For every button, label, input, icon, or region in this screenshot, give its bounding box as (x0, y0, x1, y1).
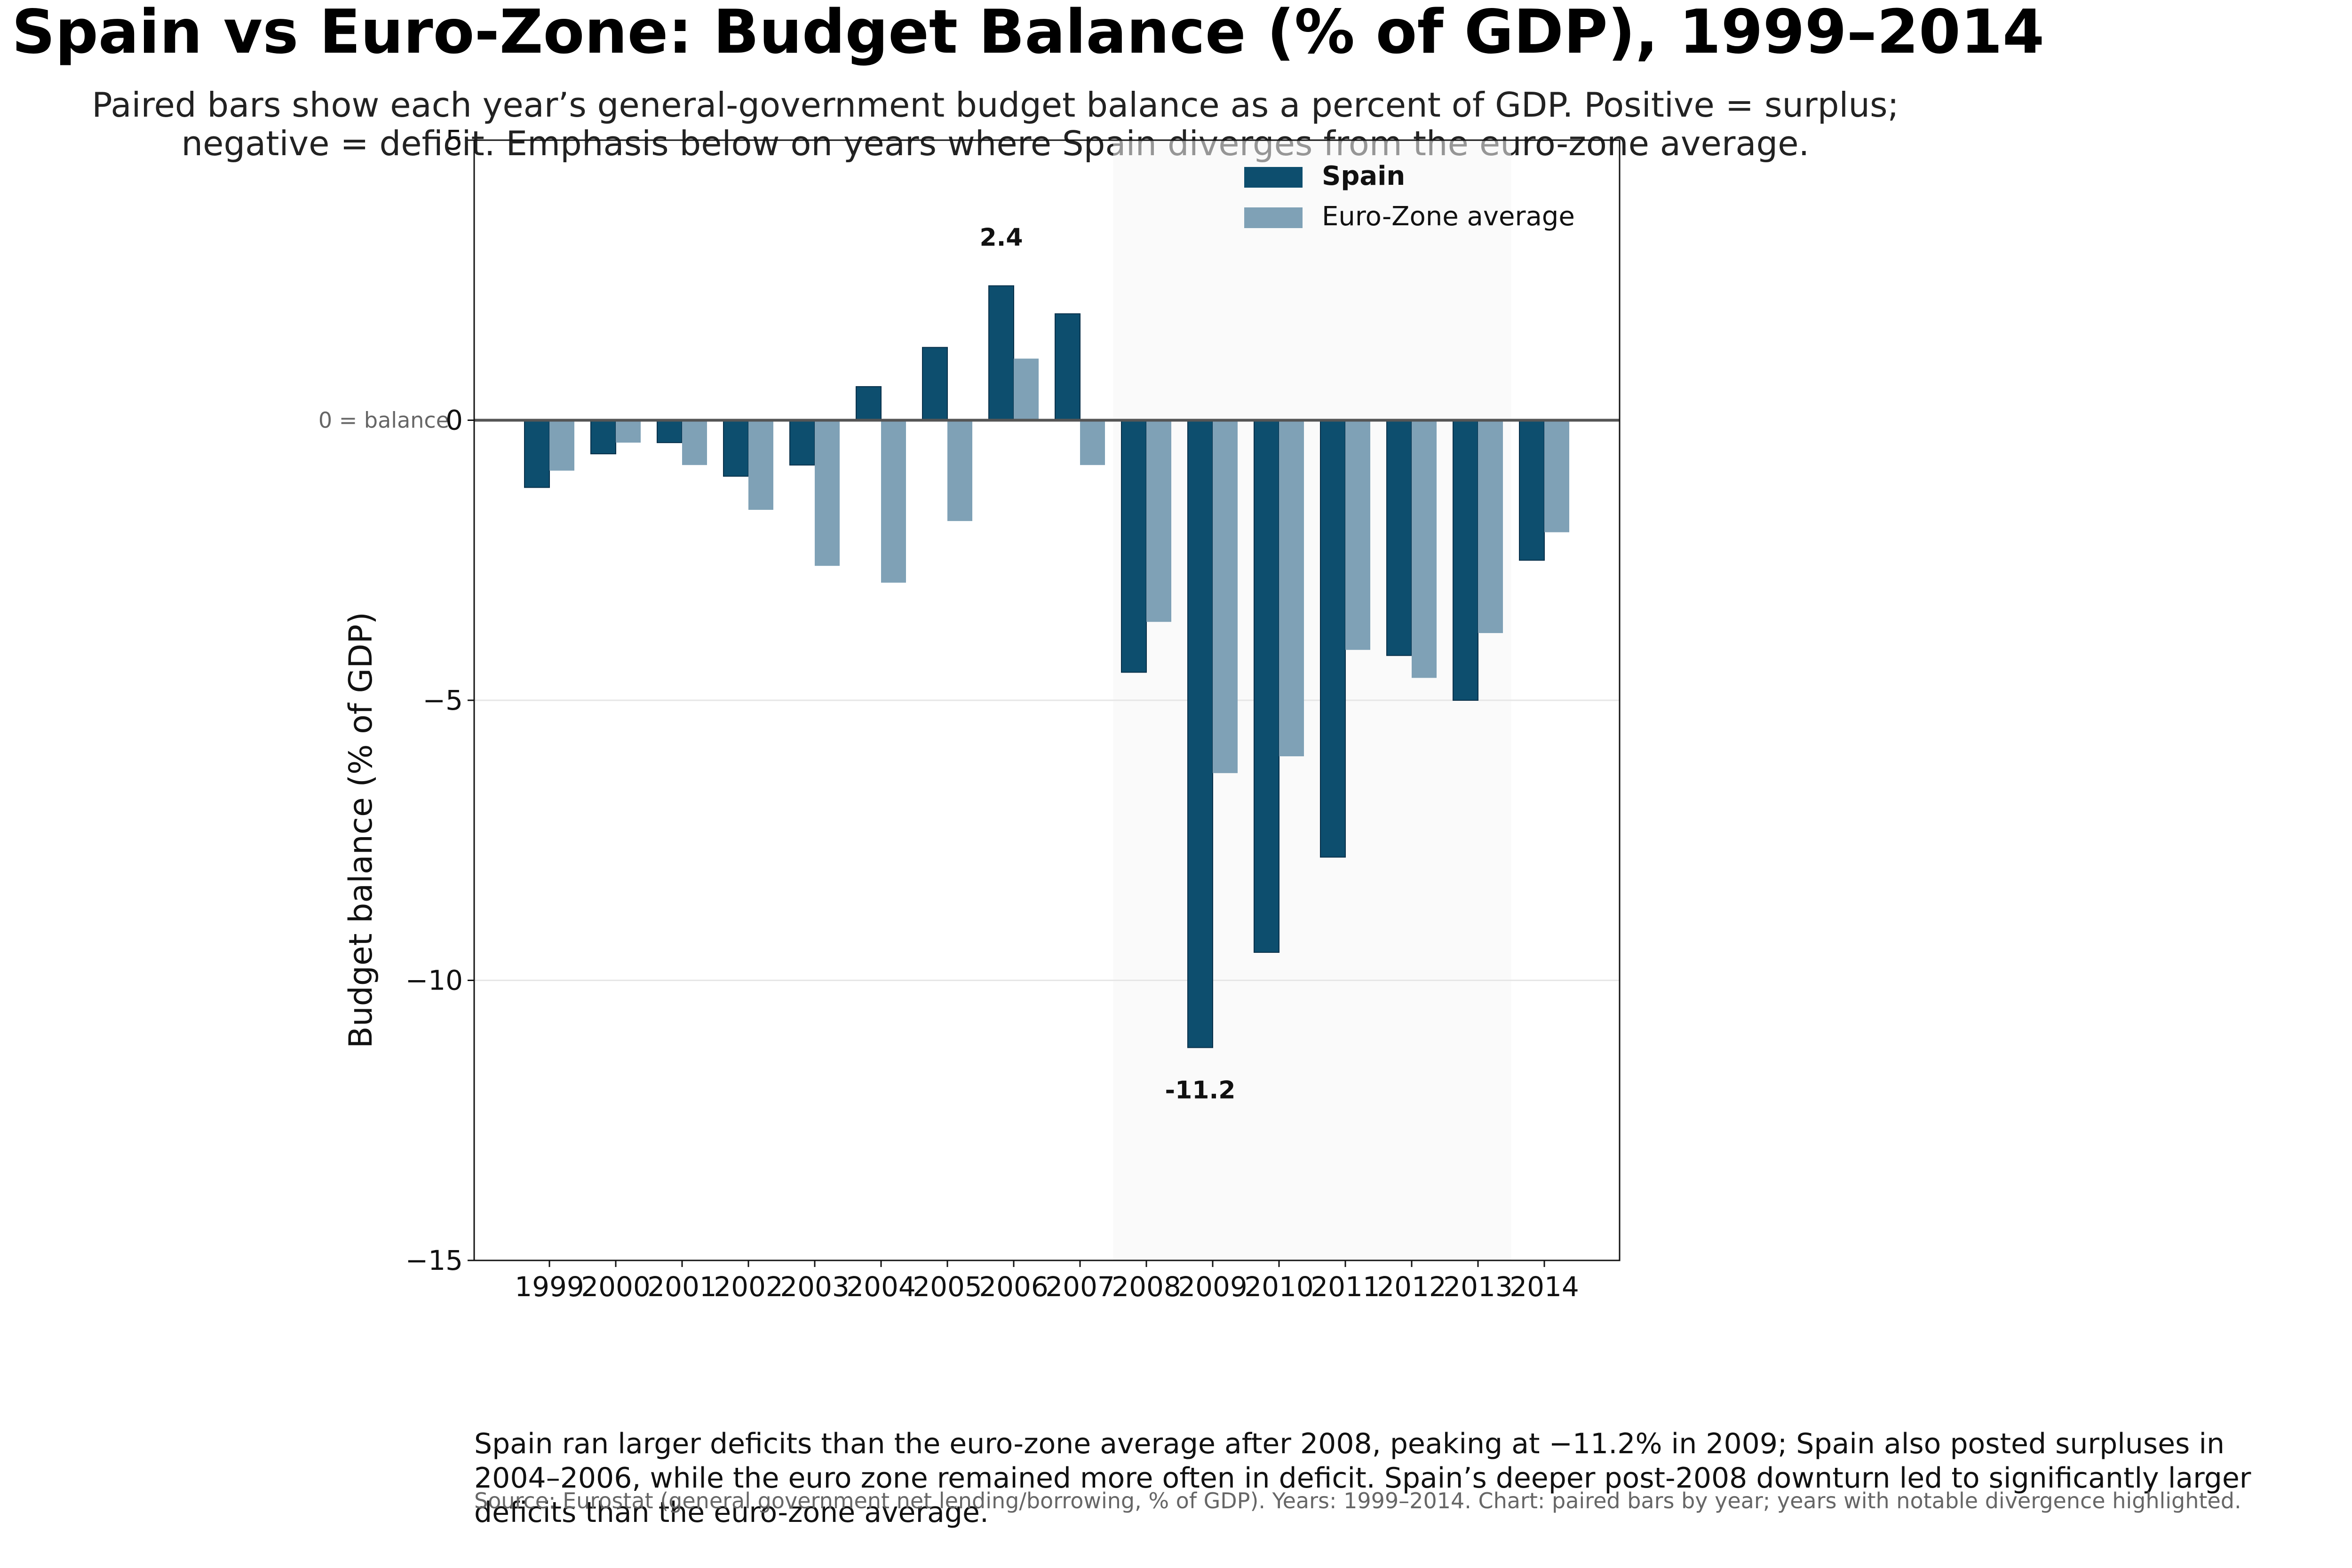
bar-spain (1121, 420, 1147, 673)
x-tick-label: 2011 (1311, 1271, 1380, 1303)
bar-spain (1055, 313, 1081, 421)
bar-eurozone (1014, 358, 1039, 420)
source-note: Source: Eurostat (general government net… (474, 1488, 2241, 1513)
x-tick-label: 2004 (846, 1271, 916, 1303)
bar-eurozone (1412, 420, 1437, 678)
bar-spain (789, 420, 815, 466)
legend-label: Euro-Zone average (1322, 201, 1575, 232)
bar-eurozone (1213, 420, 1238, 773)
bar-spain (856, 386, 882, 421)
bar-eurozone (682, 420, 707, 465)
caption-line-1: Spain ran larger deficits than the euro-… (474, 1427, 2225, 1460)
plot-area: 0 = balance−15−10−5051999200020012002200… (318, 124, 1621, 1303)
bar-spain (922, 347, 948, 421)
bar-spain (1254, 420, 1279, 953)
x-tick-label: 2000 (581, 1271, 651, 1303)
bar-spain (988, 285, 1014, 421)
x-tick-label: 2012 (1377, 1271, 1446, 1303)
bar-eurozone (1345, 420, 1370, 650)
bar-spain (657, 420, 683, 443)
x-tick-label: 2009 (1178, 1271, 1248, 1303)
chart-title: Spain vs Euro-Zone: Budget Balance (% of… (12, 0, 2044, 67)
x-tick-label: 2013 (1443, 1271, 1513, 1303)
bar-spain (1320, 420, 1346, 858)
y-tick-label: 5 (445, 124, 463, 156)
bar-eurozone (1080, 420, 1105, 465)
bar-spain (1386, 420, 1412, 656)
y-axis-label: Budget balance (% of GDP) (342, 612, 380, 1048)
x-tick-label: 2001 (647, 1271, 717, 1303)
x-tick-label: 2003 (780, 1271, 850, 1303)
bar-eurozone (1279, 420, 1304, 757)
x-tick-label: 1999 (515, 1271, 584, 1303)
x-tick-label: 2002 (714, 1271, 783, 1303)
bar-eurozone (549, 420, 574, 471)
legend-label: Spain (1322, 161, 1405, 191)
caption-line-2: 2004–2006, while the euro zone remained … (474, 1462, 2251, 1495)
y-tick-label: −10 (405, 965, 463, 997)
bar-spain (723, 420, 749, 477)
caption-line-3: deficits than the euro-zone average. (474, 1496, 989, 1529)
bar-eurozone (881, 420, 906, 583)
x-tick-label: 2005 (913, 1271, 982, 1303)
legend-swatch (1244, 167, 1303, 188)
x-tick-label: 2007 (1045, 1271, 1115, 1303)
bar-spain (590, 420, 616, 454)
bar-spain (1519, 420, 1545, 561)
x-tick-label: 2010 (1244, 1271, 1314, 1303)
y-tick-label: −15 (405, 1244, 463, 1276)
bar-eurozone (815, 420, 840, 566)
legend-swatch (1244, 207, 1303, 228)
bar-eurozone (748, 420, 773, 510)
bar-eurozone (947, 420, 972, 521)
y-tick-label: −5 (423, 684, 463, 716)
reference-line-label: 0 = balance (318, 408, 449, 433)
data-label: 2.4 (979, 224, 1023, 252)
bar-eurozone (1146, 420, 1171, 622)
bar-eurozone (1544, 420, 1569, 532)
bar-eurozone (1478, 420, 1503, 634)
x-tick-label: 2014 (1510, 1271, 1579, 1303)
x-tick-label: 2008 (1112, 1271, 1181, 1303)
x-tick-label: 2006 (979, 1271, 1049, 1303)
chart-subtitle-line-2: negative = deficit. Emphasis below on ye… (182, 124, 1810, 163)
bar-spain (1453, 420, 1478, 701)
bar-eurozone (616, 420, 641, 443)
bar-spain (524, 420, 550, 488)
chart-subtitle-line-1: Paired bars show each year’s general-gov… (92, 85, 1899, 125)
y-tick-label: 0 (445, 404, 463, 436)
data-label: -11.2 (1165, 1076, 1236, 1104)
bar-spain (1187, 420, 1213, 1048)
